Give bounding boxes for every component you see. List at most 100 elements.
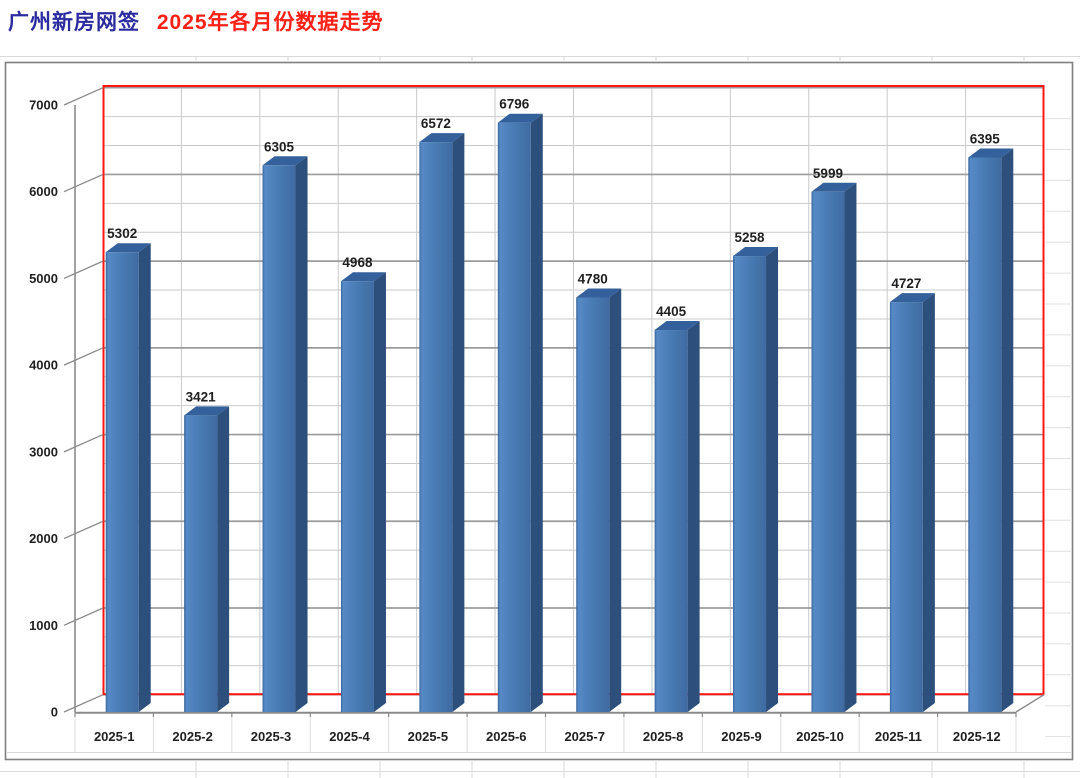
- value-axis-tick-connector: [63, 520, 104, 540]
- x-axis-label: 2025-9: [721, 729, 761, 744]
- bar-value-label: 6796: [499, 97, 530, 112]
- bar-2025-2[interactable]: [184, 406, 230, 712]
- category-axis-depth-edge: [1015, 694, 1045, 713]
- bar-front-face: [497, 122, 531, 713]
- bar-front-face: [419, 142, 453, 712]
- bar-2025-5[interactable]: [419, 133, 465, 712]
- x-axis-label: 2025-5: [408, 729, 448, 744]
- x-axis-label: 2025-1: [94, 729, 134, 744]
- value-axis-tick-connector: [63, 87, 104, 106]
- bar-2025-10[interactable]: [811, 182, 857, 712]
- bar-front-face: [105, 252, 139, 713]
- bar-side-face: [687, 321, 700, 712]
- bar-2025-12[interactable]: [968, 148, 1014, 712]
- bar-side-face: [844, 182, 857, 712]
- bar-top-face: [968, 148, 1014, 158]
- y-axis-label: 5000: [29, 271, 58, 286]
- bar-front-face: [262, 165, 296, 713]
- x-axis-label: 2025-3: [251, 729, 291, 744]
- bar-2025-9[interactable]: [733, 247, 779, 713]
- bar-top-face: [419, 133, 465, 143]
- bar-side-face: [138, 243, 151, 713]
- bar-front-face: [576, 297, 610, 712]
- bar-value-label: 5302: [107, 226, 137, 241]
- value-axis-tick-connector: [63, 260, 104, 280]
- value-axis-tick-connector: [63, 347, 104, 366]
- bar-2025-6[interactable]: [497, 113, 543, 713]
- x-axis-label: 2025-6: [486, 729, 526, 744]
- bar-top-face: [576, 288, 622, 298]
- bar-value-label: 4968: [342, 255, 373, 270]
- y-axis-label: 2000: [29, 531, 58, 546]
- bar-front-face: [968, 157, 1002, 712]
- bar-top-face: [340, 272, 386, 282]
- bar-side-face: [530, 113, 543, 713]
- chart-title: 广州新房网签 2025年各月份数据走势: [8, 8, 384, 38]
- bar-top-face: [262, 156, 308, 166]
- x-axis-label: 2025-8: [643, 729, 683, 744]
- y-axis-label: 7000: [29, 98, 58, 113]
- y-axis-label: 3000: [29, 444, 58, 459]
- bar-2025-1[interactable]: [105, 243, 151, 713]
- y-axis-label: 1000: [29, 618, 58, 633]
- category-axis-labels: 2025-1 2025-2 2025-3 2025-4 2025-5 2025-6 2025…: [94, 729, 1001, 744]
- x-axis-label: 2025-4: [329, 729, 370, 744]
- bar-value-label: 4780: [578, 272, 608, 287]
- bar-top-face: [811, 182, 857, 192]
- bar-top-face: [654, 321, 700, 331]
- bar-value-label: 3421: [186, 389, 217, 404]
- data-labels: 5302 3421 6305 4968 6572 6796 4780 4405 5258 5999…: [107, 97, 1000, 405]
- bar-value-label: 5258: [735, 230, 766, 245]
- bar-side-face: [373, 272, 386, 712]
- value-axis-labels: 0 1000 2000 3000 4000 5000 6000 7000: [29, 98, 58, 720]
- value-axis-tick-connector: [63, 173, 104, 193]
- y-axis-label: 0: [51, 705, 58, 720]
- bar-value-label: 6305: [264, 139, 295, 154]
- axes: [6, 87, 1072, 753]
- bar-value-label: 6572: [421, 116, 451, 131]
- value-axis-tick-connector: [63, 694, 104, 713]
- worksheet-gridlines: [0, 56, 1080, 778]
- bar-top-face: [497, 113, 543, 123]
- x-axis-label: 2025-11: [875, 729, 922, 744]
- bar-top-face: [105, 243, 151, 253]
- x-axis-label: 2025-12: [953, 729, 1001, 744]
- bar-front-face: [733, 256, 767, 712]
- bar-front-face: [340, 281, 374, 712]
- chart-title-primary: 广州新房网签: [8, 11, 140, 34]
- bar-value-label: 5999: [813, 166, 843, 181]
- bar-top-face: [184, 406, 230, 416]
- bar-side-face: [922, 293, 935, 712]
- bar-side-face: [217, 406, 230, 712]
- bar-2025-8[interactable]: [654, 321, 700, 712]
- bar-side-face: [295, 156, 308, 713]
- bar-value-label: 6395: [970, 131, 1001, 146]
- bar-value-label: 4405: [656, 304, 687, 319]
- chart-title-secondary: 2025年各月份数据走势: [156, 11, 384, 34]
- bar-2025-11[interactable]: [889, 293, 935, 712]
- bar-2025-3[interactable]: [262, 156, 308, 713]
- value-axis-tick-connector: [63, 433, 104, 453]
- bar-front-face: [184, 415, 218, 712]
- bar-series: [105, 113, 1014, 713]
- y-axis-label: 4000: [29, 358, 58, 373]
- y-axis-label: 6000: [29, 184, 58, 199]
- x-axis-label: 2025-2: [172, 729, 212, 744]
- plot-area-red-border: [102, 85, 1045, 696]
- bar-2025-7[interactable]: [576, 288, 622, 712]
- bar-front-face: [811, 191, 845, 712]
- value-axis-tick-connector: [63, 607, 104, 626]
- bar-value-label: 4727: [891, 276, 921, 291]
- bar-2025-4[interactable]: [340, 272, 386, 712]
- bar-side-face: [452, 133, 465, 712]
- bar-side-face: [766, 247, 779, 713]
- bar-top-face: [889, 293, 935, 303]
- bar-side-face: [609, 288, 622, 712]
- x-axis-label: 2025-10: [796, 729, 844, 744]
- bar-top-face: [733, 247, 779, 257]
- bar-front-face: [654, 330, 688, 712]
- bar-side-face: [1001, 148, 1014, 712]
- bar-front-face: [889, 302, 923, 712]
